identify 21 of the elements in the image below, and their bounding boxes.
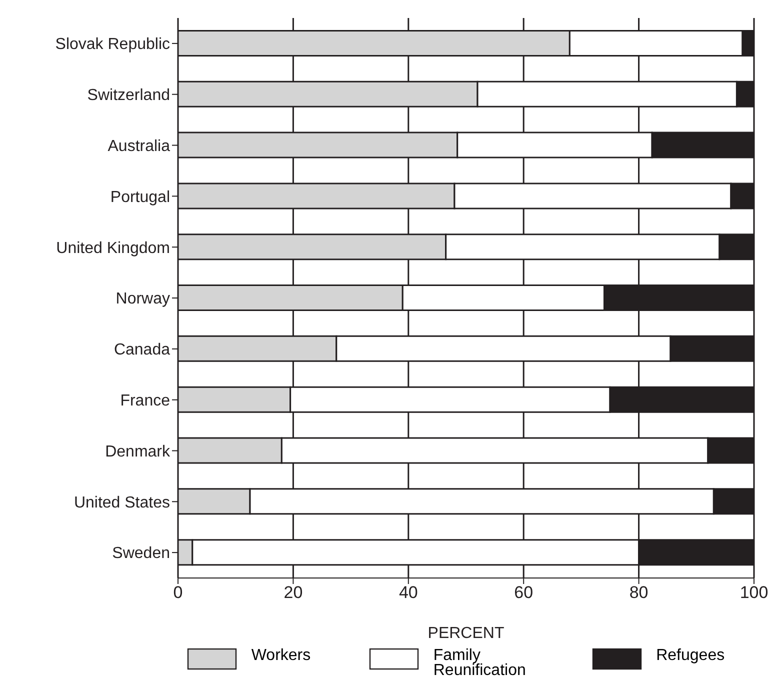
y-tick-label: United States [74,494,170,512]
y-tick-label: Norway [116,290,170,308]
x-tick-label: 0 [173,583,183,602]
legend-label: Family Reunification [433,647,527,679]
y-tick-label: Switzerland [87,87,170,104]
y-tick-label: Australia [108,138,170,155]
y-tick-label: United Kingdom [56,240,170,257]
x-tick-label: 20 [284,583,303,602]
y-tick-label: Portugal [110,188,170,206]
x-axis-title: PERCENT [428,625,504,642]
x-tick-label: 100 [740,583,768,602]
y-tick-label: Denmark [105,443,171,460]
legend-label: Refugees [656,647,725,664]
x-tick-label: 80 [629,583,648,602]
y-tick-label: France [120,392,170,410]
y-tick-label: Canada [114,342,170,359]
y-tick-label: Slovak Republic [55,36,170,54]
legend-label: Workers [251,647,311,664]
y-tick-label: Sweden [112,545,170,562]
x-tick-label: 40 [398,583,418,602]
x-tick-label: 60 [514,583,534,602]
